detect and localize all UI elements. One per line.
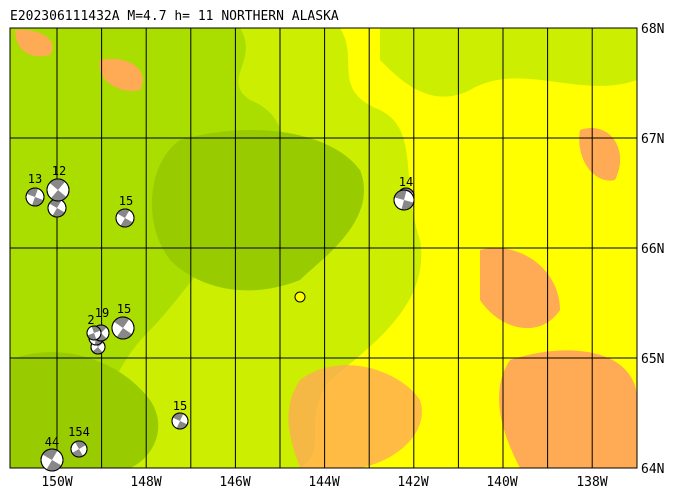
epicenter [294, 291, 306, 303]
event-label: 154 [68, 425, 90, 439]
lon-label: 150W [41, 475, 72, 490]
compression-quadrant [49, 179, 66, 190]
event-label: 15 [119, 194, 133, 208]
compression-quadrant [92, 347, 103, 354]
lon-label: 144W [308, 475, 339, 490]
lat-label: 68N [641, 22, 664, 37]
beachball-outline [393, 189, 415, 211]
focal-mechanism [86, 325, 102, 341]
compression-quadrant [42, 449, 58, 460]
event-label: 44 [45, 435, 59, 449]
event-label: 19 [95, 306, 109, 320]
lon-label: 142W [397, 475, 428, 490]
lat-label: 66N [641, 242, 664, 257]
lon-label: 138W [576, 475, 607, 490]
lon-label: 140W [486, 475, 517, 490]
compression-quadrant [75, 441, 86, 449]
event-label: 15 [173, 399, 187, 413]
lat-label: 67N [641, 132, 664, 147]
compression-quadrant [72, 449, 83, 457]
beachball-outline [115, 208, 135, 228]
map-frame [9, 27, 638, 469]
beachball-outline [70, 440, 88, 458]
lat-label: 65N [641, 352, 664, 367]
focal-mechanism [70, 440, 88, 458]
compression-quadrant [120, 218, 133, 227]
focal-mechanism [393, 189, 415, 211]
event-label: 2 [87, 313, 94, 327]
compression-quadrant [113, 317, 130, 328]
focal-mechanism [171, 412, 189, 430]
lon-label: 146W [219, 475, 250, 490]
event-label: 12 [52, 164, 66, 178]
focal-mechanism [25, 187, 45, 207]
beachball-outline [86, 325, 102, 341]
focal-mechanism [40, 448, 64, 472]
events: 13 12 15 14 192 15 15 154 44 [25, 164, 415, 472]
compression-quadrant [52, 208, 65, 217]
event-label: 13 [28, 172, 42, 186]
focal-mechanism [115, 208, 135, 228]
focal-mechanism [46, 178, 70, 202]
event-label: 15 [117, 302, 131, 316]
compression-quadrant [116, 328, 133, 339]
compression-quadrant [117, 209, 130, 218]
compression-quadrant [46, 460, 62, 471]
beachball-outline [46, 178, 70, 202]
map-title: E202306111432A M=4.7 h= 11 NORTHERN ALAS… [10, 9, 339, 24]
compression-quadrant [50, 190, 67, 201]
beachball-outline [25, 187, 45, 207]
beachball-outline [171, 412, 189, 430]
lon-label: 148W [130, 475, 161, 490]
focal-mechanism [111, 316, 135, 340]
beachball-outline [111, 316, 135, 340]
beachball-outline [40, 448, 64, 472]
event-label: 14 [399, 175, 413, 189]
lat-label: 64N [641, 462, 664, 477]
